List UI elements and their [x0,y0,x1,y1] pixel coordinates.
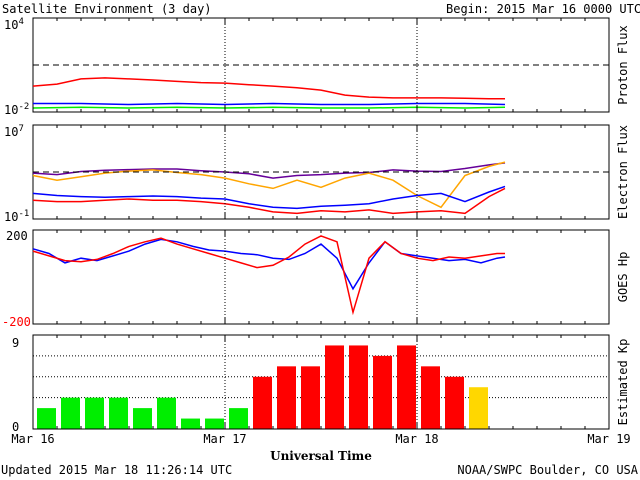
kp-ytick-top: 9 [12,336,19,350]
proton-ytick-bottom: 10-2 [4,102,29,117]
goes-series [32,235,506,316]
kp-bar [109,397,128,429]
electron-ytick-bottom: 10-1 [4,209,29,224]
x-axis-title: Universal Time [270,449,372,463]
electron-series [32,161,506,215]
day-dividers [32,18,610,429]
kp-bar [181,418,200,429]
x-tick-label: Mar 17 [203,432,246,446]
goes-ylabel: GOES Hp [616,252,630,303]
electron-ylabel: Electron Flux [616,125,630,219]
kp-bar [61,397,80,429]
kp-bar [421,366,440,429]
begin-date: Begin: 2015 Mar 16 0000 UTC [446,2,640,16]
proton-ytick-top: 104 [4,17,24,32]
kp-bar [325,345,344,429]
goes_hp-red-series-line [32,235,505,316]
kp-bar [229,408,248,429]
kp-bar [133,408,152,429]
chart-title: Satellite Environment (3 day) [2,2,212,16]
proton-ylabel: Proton Flux [616,25,630,104]
kp-bar [277,366,296,429]
x-axis: Mar 16 Mar 17 Mar 18 Mar 19 Universal Ti… [11,432,630,463]
proton-panel: 104 10-2 Proton Flux [4,17,630,117]
kp-bar [373,355,392,429]
proton-red-series-line [32,77,505,100]
x-tick-label: Mar 18 [395,432,438,446]
proton-blue-series-line [33,102,506,106]
kp-bar [205,418,224,429]
electron-ytick-top: 107 [4,124,24,139]
goes-ytick-bottom: -200 [2,315,31,329]
kp-ytick-bottom: 0 [12,420,19,434]
begin-value: 2015 Mar 16 0000 UTC [496,2,640,16]
updated-timestamp: Updated 2015 Mar 18 11:26:14 UTC [1,463,233,477]
kp-bar [37,408,56,429]
electron-purple-series-line [32,162,506,179]
begin-label: Begin: [446,2,490,16]
proton-series [32,77,506,109]
goes-panel: 200 -200 GOES Hp [2,229,630,329]
kp-ylabel: Estimated Kp [616,339,630,426]
kp-bars [37,345,488,429]
x-tick-label: Mar 16 [11,432,54,446]
kp-bar [445,376,464,429]
kp-bar [253,376,272,429]
electron-red-series-line [32,187,506,215]
kp-gridlines [33,334,609,399]
electron-blue-series-line [32,185,506,210]
kp-bar [349,345,368,429]
proton-green-series-line [32,106,506,109]
electron-panel: 107 10-1 Electron Flux [4,124,630,224]
x-tick-label: Mar 19 [587,432,630,446]
proton-frame [32,17,610,113]
kp-bar [397,345,416,429]
goes-ytick-top: 200 [6,229,28,243]
kp-bar [157,397,176,429]
kp-bar [469,387,488,429]
kp-panel: 9 0 Estimated Kp [12,334,630,434]
goes_hp-blue-series-line [32,238,506,291]
kp-bar [301,366,320,429]
credit-text: NOAA/SWPC Boulder, CO USA [457,463,638,477]
kp-bar [85,397,104,429]
